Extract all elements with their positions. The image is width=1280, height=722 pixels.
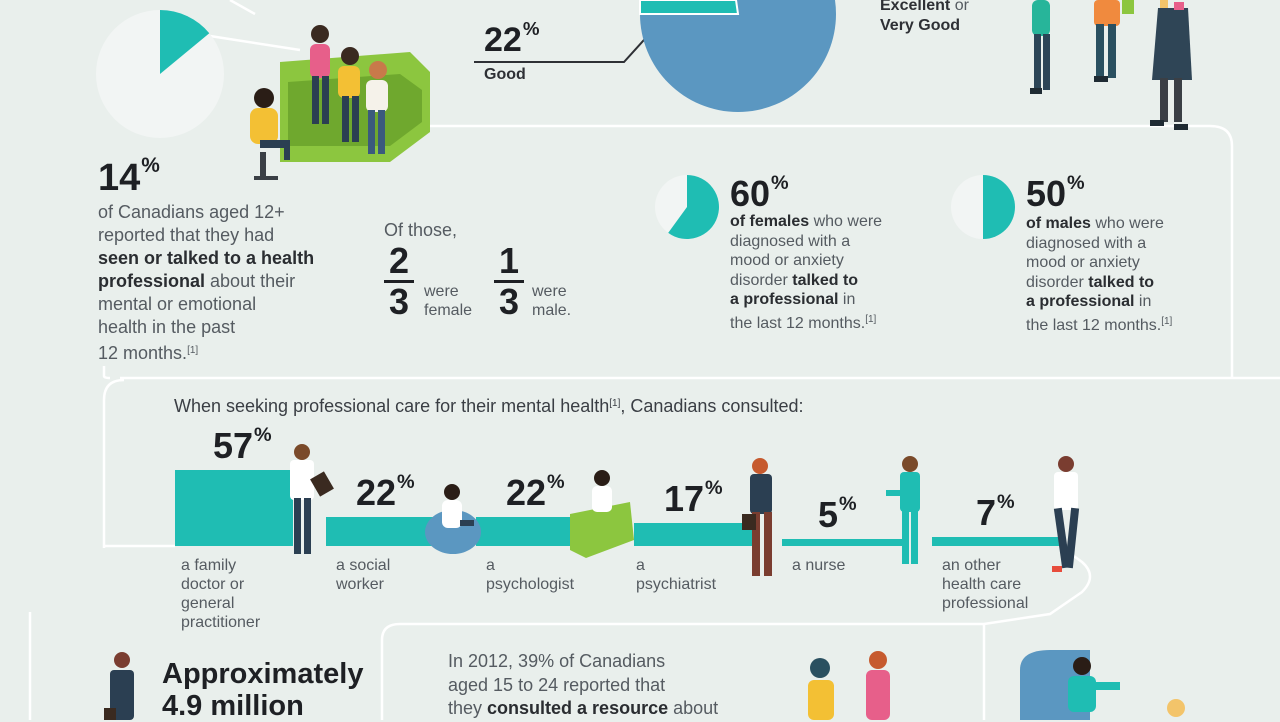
good-pct: 22%: [484, 18, 540, 59]
bar-2: [476, 516, 576, 546]
bar-category-0: a family doctor or general practitioner: [181, 557, 261, 631]
good-label: Good: [484, 66, 526, 83]
waiting-room-illustration: [250, 25, 430, 180]
bar-value-3: 17%: [664, 477, 723, 520]
of-those-label: Of those,: [384, 220, 458, 240]
males-pct: 50%: [1026, 172, 1085, 214]
bar-value-2: 22%: [506, 470, 565, 513]
males-description: of males who were diagnosed with a mood …: [1026, 215, 1173, 334]
female-fraction-label: were female: [424, 283, 473, 319]
self-rated-health-pie: [639, 0, 836, 112]
bar-0: [175, 470, 293, 546]
bar-3: [634, 523, 754, 546]
bar-category-4: a nurse: [792, 557, 846, 574]
bar-category-2: a psychologist: [486, 557, 575, 593]
seeking-intro: When seeking professional care for their…: [174, 396, 804, 416]
consult-pct: 14%: [98, 154, 160, 199]
bar-value-0: 57%: [213, 424, 272, 466]
bar-value-5: 7%: [976, 490, 1015, 533]
females-description: of females who were diagnosed with a moo…: [730, 213, 883, 332]
bar-4: [782, 539, 907, 546]
male-fraction-label: were male.: [532, 283, 572, 319]
approx-label: Approximately 4.9 million: [162, 658, 364, 722]
person-illustration-bottom-left: [104, 652, 134, 720]
bar-category-5: an other health care professional: [942, 557, 1029, 612]
youth-consult-text: In 2012, 39% of Canadians aged 15 to 24 …: [448, 651, 719, 718]
consult-description: of Canadians aged 12+ reported that they…: [98, 202, 315, 363]
bar-value-4: 5%: [818, 493, 857, 536]
youth-illustration: [808, 651, 890, 720]
males-pie: [951, 175, 1015, 239]
bar-value-1: 22%: [356, 470, 415, 513]
females-pie: [655, 175, 719, 239]
bar-category-3: a psychiatrist: [636, 557, 717, 593]
excellent-label: Excellent or Very Good: [880, 0, 969, 34]
professionals-illustration: [290, 444, 1080, 576]
chair-illustration-bottom-right: [1020, 650, 1185, 720]
bar-5: [932, 536, 1060, 546]
consult-pie: [96, 10, 224, 138]
females-pct: 60%: [730, 172, 789, 214]
bar-category-1: a social worker: [336, 557, 391, 593]
walking-people-illustration: [1030, 0, 1192, 130]
